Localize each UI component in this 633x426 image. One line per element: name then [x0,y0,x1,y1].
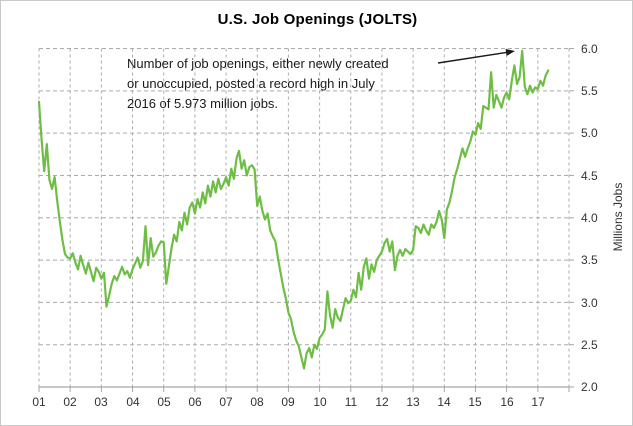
axis-lines-and-ticks [38,48,574,392]
y-tick-label: 2.5 [581,338,598,352]
x-tick-label: 06 [188,395,202,409]
x-tick-label: 01 [32,395,46,409]
x-tick-label: 09 [281,395,295,409]
annotation-line: 2016 of 5.973 million jobs. [127,96,279,111]
x-tick-label: 08 [250,395,264,409]
x-tick-label: 14 [437,395,451,409]
y-tick-label: 5.0 [581,126,598,140]
annotation-text: Number of job openings, either newly cre… [127,54,447,114]
y-tick-label: 4.0 [581,211,598,225]
x-tick-label: 17 [531,395,545,409]
x-tick-label: 02 [63,395,77,409]
x-tick-label: 03 [94,395,108,409]
job-openings-series-line [37,49,550,370]
x-tick-label: 05 [157,395,171,409]
chart-title: U.S. Job Openings (JOLTS) [217,11,418,28]
x-tick-label: 13 [406,395,420,409]
y-axis-title: Millions Jobs [611,182,625,252]
y-tick-label: 2.0 [581,380,598,394]
x-tick-label: 16 [500,395,514,409]
horizontal-gridlines [39,48,569,346]
y-tick-label: 4.5 [581,169,598,183]
annotation-arrow [437,49,515,64]
x-tick-label: 04 [126,395,140,409]
x-tick-label: 15 [468,395,482,409]
annotation-line: or unoccupied, posted a record high in J… [127,76,375,91]
x-tick-label: 12 [375,395,389,409]
annotation-line: Number of job openings, either newly cre… [127,56,389,71]
y-tick-label: 3.5 [581,253,598,267]
x-tick-label: 07 [219,395,233,409]
x-tick-label: 10 [313,395,327,409]
y-tick-label: 6.0 [581,42,598,56]
y-tick-label: 5.5 [581,84,598,98]
x-tick-label: 11 [344,395,358,409]
y-tick-label: 3.0 [581,296,598,310]
